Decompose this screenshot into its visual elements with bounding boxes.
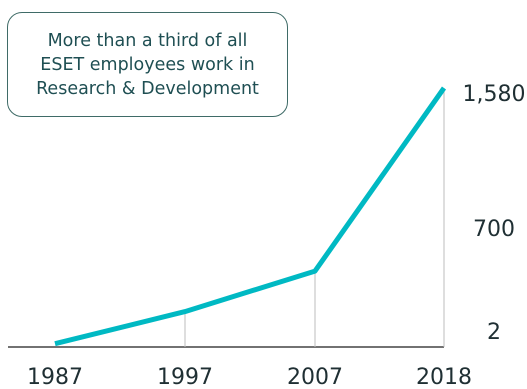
x-tick-labels: 1987 1997 2007 2018 xyxy=(27,365,472,389)
series-line xyxy=(54,86,447,347)
y-tick-labels: 2 700 1,580 xyxy=(463,82,526,345)
callout-text: More than a third of all ESET employees … xyxy=(36,31,259,99)
category-guides xyxy=(184,88,445,347)
y-tick-label-1580: 1,580 xyxy=(463,82,526,107)
y-tick-label-700: 700 xyxy=(473,217,515,242)
x-tick-label-1987: 1987 xyxy=(27,365,83,389)
x-tick-label-1997: 1997 xyxy=(157,365,213,389)
research-callout: More than a third of all ESET employees … xyxy=(7,12,288,117)
y-tick-label-2: 2 xyxy=(487,320,501,345)
x-tick-label-2018: 2018 xyxy=(416,365,472,389)
x-tick-label-2007: 2007 xyxy=(287,365,343,389)
